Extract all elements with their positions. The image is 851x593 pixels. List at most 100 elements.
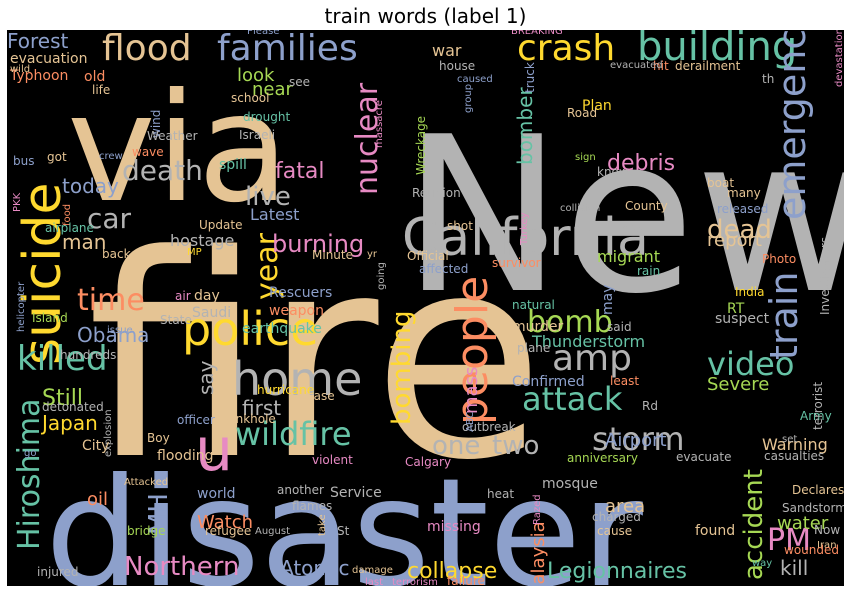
word-hiroshima: Hiroshima [12, 398, 47, 550]
word-thunderstorm: Thunderstorm [531, 332, 645, 351]
word-got: got [47, 150, 67, 164]
word-refugee: refugee [205, 524, 251, 538]
word-investigators: Investigators [818, 237, 832, 315]
word-charged: charged [592, 510, 641, 524]
word-officer: officer [177, 413, 215, 427]
word-suspect: suspect [715, 311, 770, 327]
word-turkey: Turkey [519, 212, 530, 246]
word-august: August [255, 526, 290, 537]
word-sign: sign [575, 152, 596, 163]
word-wildfire: wildfire [235, 415, 352, 453]
word-attacked: Attacked [124, 477, 168, 488]
word-live: live [245, 182, 291, 212]
word-california: California [402, 208, 649, 268]
word-rain: rain [637, 264, 660, 278]
word-say: say [194, 360, 218, 395]
word-rescuers: Rescuers [269, 285, 332, 301]
word-many: many [727, 186, 761, 200]
word-northern: Northern [124, 552, 239, 582]
word-terrorist: terrorist [811, 382, 825, 430]
word-via: via [67, 62, 289, 236]
word-warning: Warning [762, 435, 828, 454]
word-outbreak: outbreak [462, 420, 516, 434]
word-hostage: hostage [170, 231, 234, 250]
word-airplane: airplane [45, 221, 94, 235]
word-mp: MP [187, 247, 202, 258]
word-near: near [252, 79, 294, 100]
word-murder: murder [512, 319, 564, 335]
word-mosque: mosque [542, 476, 598, 492]
word-disaster: disaster [45, 447, 643, 586]
word-wave: wave [132, 145, 164, 159]
word-back: back [102, 247, 131, 261]
word-amp: amp [552, 338, 632, 379]
word-india: India [735, 285, 764, 299]
word-city: City [82, 438, 109, 454]
word-shot: shot [447, 219, 473, 233]
word-devastation: devastation [834, 30, 844, 87]
word-calgary: Calgary [405, 455, 451, 469]
word-update: Update [199, 218, 242, 232]
word-fatal: fatal [275, 159, 324, 184]
word-u: u [195, 415, 233, 485]
word-time: time [77, 283, 145, 318]
word-wreckage: Wreckage [414, 116, 428, 175]
word-car: car [87, 202, 132, 235]
word-war: war [432, 41, 462, 60]
word-kill: kill [780, 556, 808, 580]
word-evacuation: evacuation [10, 51, 87, 67]
word-boy: Boy [147, 431, 170, 445]
word-county: County [625, 199, 668, 213]
word-take: take [317, 514, 328, 536]
word-pkk: PKK [12, 192, 23, 212]
word-people: people [447, 276, 498, 425]
word-pm: PM [767, 523, 811, 558]
word-another: another [277, 483, 324, 497]
word-school: school [231, 91, 269, 105]
word-sinkhole: sinkhole [226, 412, 276, 426]
word-photo: Photo [762, 252, 796, 266]
word-nuclear: nuclear [350, 82, 385, 195]
word-flood: flood [102, 30, 192, 69]
word-house: house [439, 59, 475, 73]
word-today: today [62, 174, 119, 198]
word-set: set [782, 434, 797, 445]
word-last: last [365, 577, 383, 586]
word-collapse: collapse [407, 559, 497, 584]
word-fire: fire [87, 196, 545, 522]
word-area: area [605, 496, 645, 517]
word-burning: burning [272, 230, 364, 258]
word-service: Service [330, 485, 382, 501]
word-truck: truck [523, 62, 537, 93]
word-home: home [232, 352, 362, 406]
word-death: death [122, 154, 203, 187]
word-rt: RT [727, 301, 745, 317]
word-affected: affected [419, 262, 468, 276]
word-rd: Rd [642, 399, 658, 413]
word-world: world [197, 486, 236, 502]
word-earthquake: earthquake [242, 321, 322, 337]
word-see: see [289, 75, 310, 89]
word-saudi: Saudi [192, 305, 231, 321]
word-may: may [600, 284, 616, 315]
word-collision: collision [560, 203, 600, 214]
word-flames: flames [292, 499, 332, 513]
word-hundreds: hundreds [60, 348, 116, 362]
word-way: way [752, 558, 772, 569]
word-look: look [237, 65, 275, 86]
word-families: families [217, 30, 358, 69]
word-razed: Razed [532, 494, 543, 525]
word-storm: storm [592, 420, 685, 458]
word-emergency: emergency [770, 30, 814, 220]
word-helicopter: helicopter [16, 281, 27, 332]
word-please: Please [247, 30, 279, 37]
word-year: year [250, 232, 285, 300]
cloud-background [7, 30, 844, 586]
word-israeli: Israeli [239, 128, 275, 142]
word-attack: attack [522, 380, 623, 418]
word-survivor: survivor [492, 256, 541, 270]
word-wind: wind [149, 110, 163, 138]
word-wild: wild [10, 64, 30, 75]
word-bombing: bombing [387, 311, 417, 425]
